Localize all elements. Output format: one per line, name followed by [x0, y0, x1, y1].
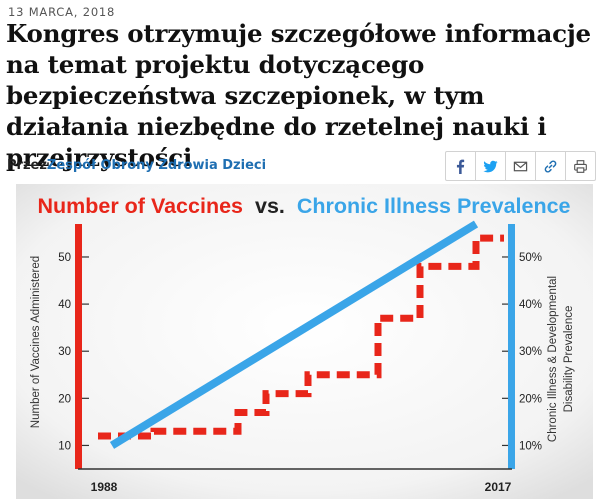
left-tick-label: 30 [58, 346, 71, 358]
left-tick-label: 40 [58, 299, 71, 311]
chart-title-part1: Number of Vaccines [37, 194, 243, 218]
chart-title-part2: Chronic Illness Prevalence [297, 194, 571, 218]
author-link[interactable]: Zespół Obrony Zdrowia Dzieci [46, 158, 267, 173]
right-tick-label: 30% [519, 346, 542, 358]
article-date: 13 MARCA, 2018 [8, 5, 116, 19]
left-axis-ticks: 10 20 30 40 50 [58, 252, 89, 452]
right-axis-ticks: 10% 20% 30% 40% 50% [502, 252, 542, 452]
facebook-share-button[interactable] [446, 152, 476, 180]
link-share-button[interactable] [536, 152, 566, 180]
byline-prefix: Przez [7, 158, 47, 173]
left-tick-label: 10 [58, 440, 71, 452]
right-tick-label: 50% [519, 252, 542, 264]
vaccines-vs-chronic-illness-chart: Number of Vaccines vs. Chronic Illness P… [16, 184, 593, 499]
chart-background [16, 184, 593, 499]
right-tick-label: 10% [519, 440, 542, 452]
byline: PrzezZespół Obrony Zdrowia Dzieci [7, 158, 266, 173]
article-title: Kongres otrzymuje szczegółowe informacje… [6, 19, 591, 172]
share-bar [445, 151, 596, 181]
left-axis-bar [75, 224, 82, 469]
right-tick-label: 40% [519, 299, 542, 311]
email-icon [513, 161, 528, 171]
email-share-button[interactable] [506, 152, 536, 180]
chronic-illness-trend-line [109, 220, 479, 449]
right-axis-bar [508, 224, 515, 469]
print-icon [574, 159, 587, 173]
right-tick-label: 20% [519, 393, 542, 405]
print-button[interactable] [566, 152, 595, 180]
twitter-icon [483, 160, 498, 172]
left-tick-label: 20 [58, 393, 71, 405]
x-end-label: 2017 [485, 480, 512, 494]
chart-title: Number of Vaccines vs. Chronic Illness P… [37, 194, 570, 218]
right-axis-label-line2: Disability Prevalence [563, 306, 575, 413]
x-start-label: 1988 [91, 480, 118, 494]
facebook-icon [456, 159, 465, 174]
right-axis-label-line1: Chronic Illness & Developmental [547, 276, 559, 442]
series-layer [98, 220, 504, 449]
vaccines-series-line [98, 234, 504, 440]
chart-title-vs: vs. [255, 194, 285, 218]
twitter-share-button[interactable] [476, 152, 506, 180]
left-tick-label: 50 [58, 252, 71, 264]
left-axis-label: Number of Vaccines Administered [30, 256, 42, 428]
link-icon [544, 160, 557, 172]
